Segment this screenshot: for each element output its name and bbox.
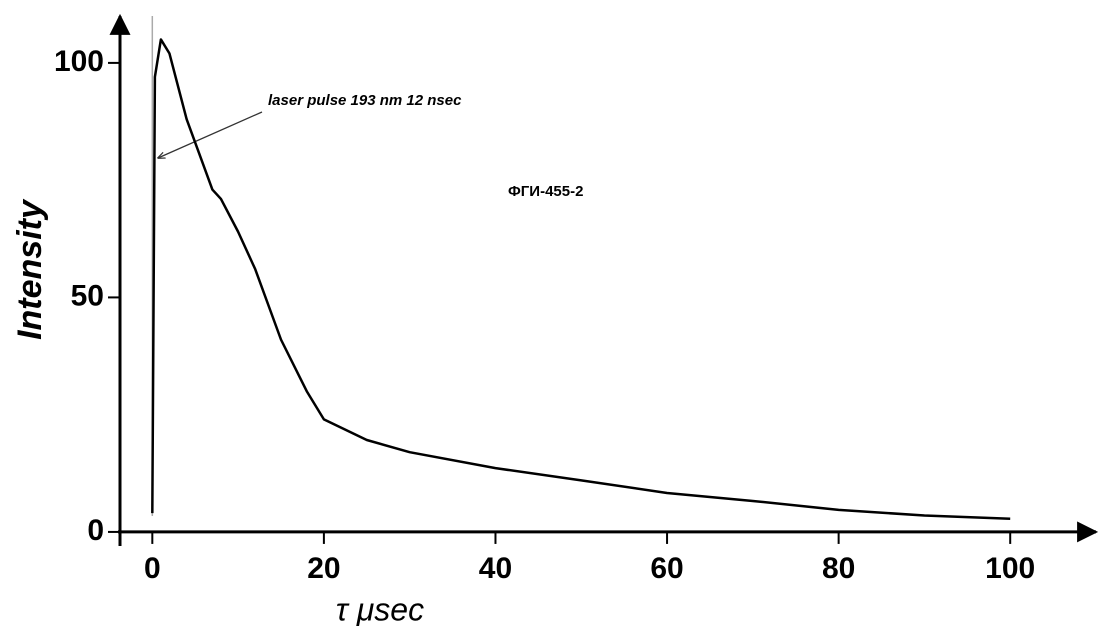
x-tick-label: 80	[822, 552, 855, 585]
y-tick-label: 100	[54, 45, 104, 78]
annotation: ФГИ-455-2	[508, 183, 583, 200]
x-axis-label: τ μsec	[336, 591, 424, 626]
annotation-arrow	[158, 111, 263, 158]
x-tick-label: 40	[479, 552, 512, 585]
annotation: laser pulse 193 nm 12 nsec	[268, 92, 462, 109]
data-line	[151, 38, 1011, 521]
x-tick-label: 60	[650, 552, 683, 585]
x-tick-label: 0	[144, 552, 161, 585]
y-axis-label: Intensity	[11, 198, 49, 340]
y-tick-label: 50	[71, 279, 104, 312]
x-tick-label: 100	[985, 552, 1035, 585]
y-tick-label: 0	[87, 514, 104, 547]
x-tick-label: 20	[307, 552, 340, 585]
